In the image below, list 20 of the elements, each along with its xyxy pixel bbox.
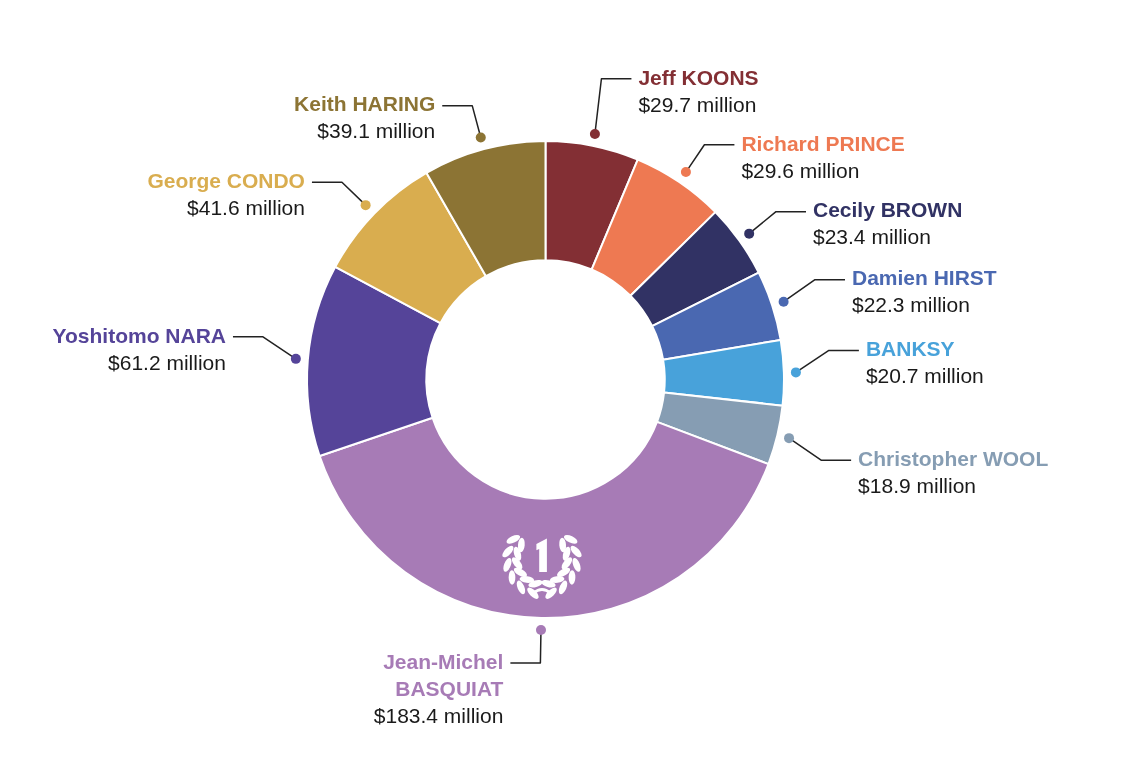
slice-label: Damien HIRST [851,266,997,290]
data-label: $29.7 million [638,92,757,116]
data-label: $22.3 million [851,293,970,317]
slice-label: Christopher WOOL [858,446,1049,470]
data-label: $183.4 million [373,703,504,727]
data-label: $23.4 million [813,225,931,249]
data-label: $39.1 million [317,119,436,143]
data-label: $18.9 million [858,473,977,497]
slice-label: George CONDO [147,168,305,192]
slice-label: Jean-Michel BASQUIAT [383,649,504,700]
slice-label: Richard PRINCE [741,131,905,155]
data-label: $20.7 million [865,364,984,388]
data-label: $41.6 million [187,195,305,219]
slice-label: Yoshitomo NARA [52,323,226,347]
data-label: $61.2 million [108,350,226,374]
slice-label: Keith HARING [294,92,436,116]
slice-label: Jeff KOONS [638,65,759,89]
slice-label: Cecily BROWN [813,198,963,222]
data-label: $29.6 million [741,158,860,182]
slice-label: BANKSY [865,337,955,361]
